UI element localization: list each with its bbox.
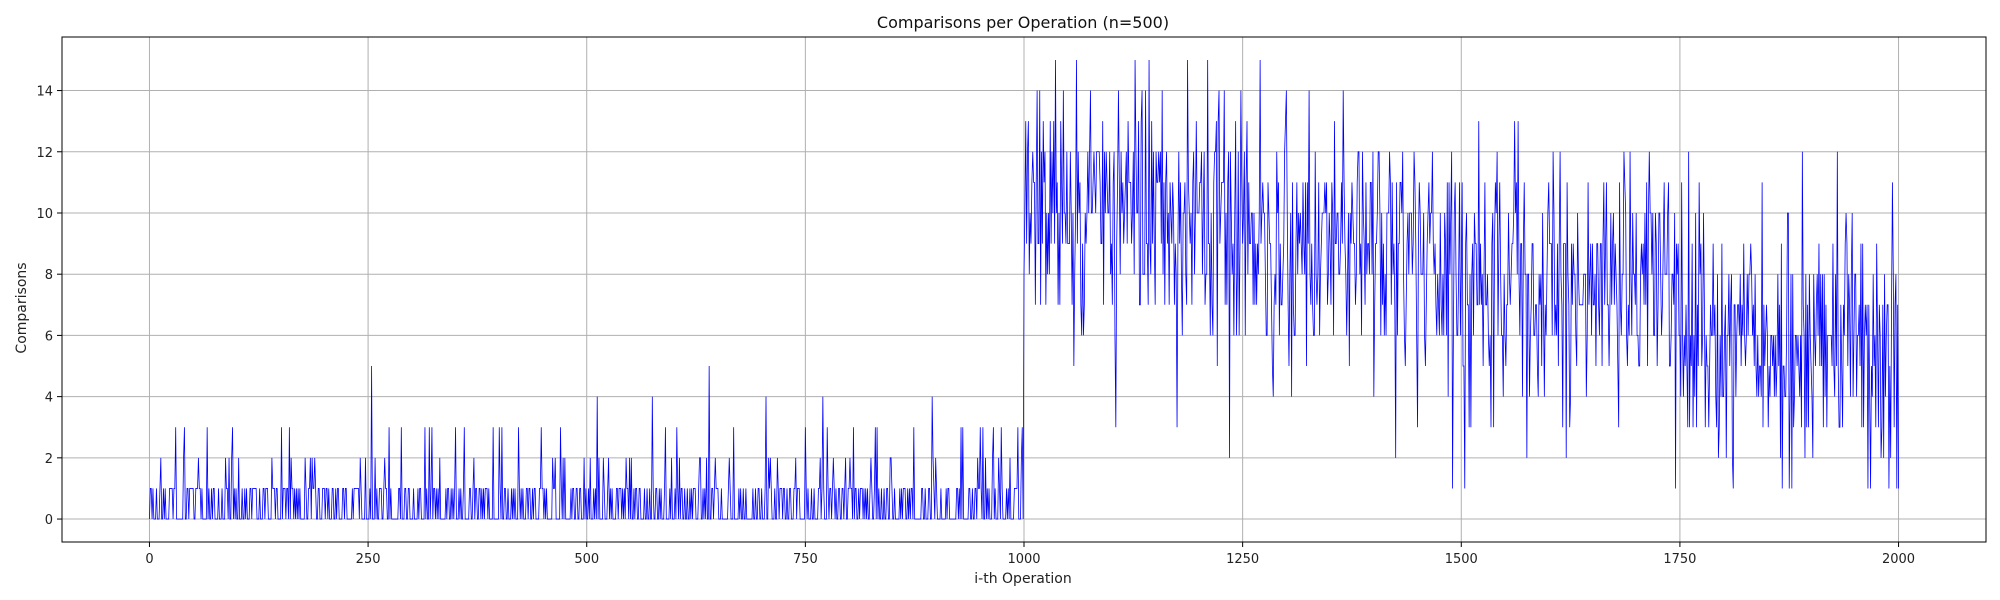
x-axis-ticks: 0 250 500 750 1000 1250 1500 1750 2000 — [145, 542, 1915, 567]
y-tick-label: 4 — [45, 391, 53, 406]
x-tick-label: 1500 — [1445, 552, 1478, 567]
y-axis-ticks: 0 2 4 6 8 10 12 14 — [36, 85, 62, 528]
y-tick-label: 6 — [45, 329, 53, 344]
y-tick-label: 12 — [36, 146, 53, 161]
y-tick-label: 8 — [45, 268, 53, 283]
series-line-0 — [149, 59, 1899, 520]
x-axis-label: i-th Operation — [974, 571, 1071, 587]
x-tick-label: 1750 — [1663, 552, 1696, 567]
x-tick-label: 0 — [145, 552, 153, 567]
x-tick-label: 500 — [574, 552, 599, 567]
x-tick-label: 750 — [793, 552, 818, 567]
x-tick-label: 250 — [356, 552, 381, 567]
y-tick-label: 0 — [45, 513, 53, 528]
y-tick-label: 10 — [36, 207, 53, 222]
series-layer — [149, 59, 1899, 520]
x-tick-label: 1250 — [1226, 552, 1259, 567]
y-tick-label: 2 — [45, 452, 53, 467]
x-tick-label: 2000 — [1882, 552, 1915, 567]
y-axis-label: Comparisons — [14, 262, 30, 353]
x-tick-label: 1000 — [1007, 552, 1040, 567]
chart-title: Comparisons per Operation (n=500) — [877, 13, 1169, 32]
y-tick-label: 14 — [36, 85, 53, 100]
